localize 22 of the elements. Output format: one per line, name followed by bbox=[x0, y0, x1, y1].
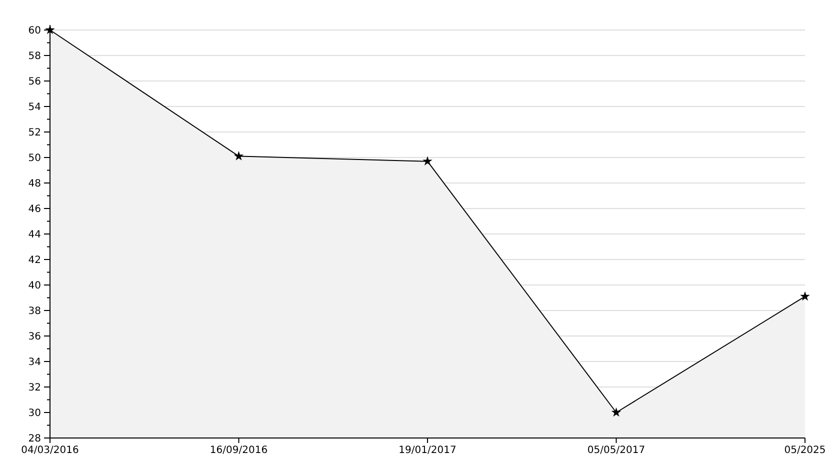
x-tick-label: 05/05/2017 bbox=[587, 445, 646, 456]
y-tick-label: 32 bbox=[28, 382, 41, 394]
y-tick-label: 60 bbox=[28, 26, 41, 36]
x-tick-label: 19/01/2017 bbox=[398, 445, 456, 456]
y-tick-label: 28 bbox=[28, 434, 41, 444]
x-tick-label: 16/09/2016 bbox=[210, 445, 268, 456]
y-tick-label: 52 bbox=[28, 128, 41, 138]
y-tick-label: 34 bbox=[28, 357, 41, 368]
y-tick-label: 36 bbox=[28, 332, 41, 342]
y-tick-label: 50 bbox=[28, 153, 41, 164]
y-tick-label: 40 bbox=[28, 280, 41, 292]
y-tick-label: 56 bbox=[28, 76, 41, 88]
y-tick-label: 30 bbox=[28, 408, 41, 419]
y-tick-label: 42 bbox=[28, 255, 41, 266]
y-tick-label: 54 bbox=[28, 102, 41, 113]
x-tick-label: 05/2025 bbox=[784, 445, 826, 456]
x-tick-label: 04/03/2016 bbox=[21, 445, 79, 456]
y-tick-label: 38 bbox=[28, 306, 41, 317]
y-tick-label: 58 bbox=[28, 51, 41, 62]
y-tick-label: 48 bbox=[28, 178, 41, 190]
y-tick-label: 46 bbox=[28, 204, 41, 215]
y-tick-label: 44 bbox=[28, 230, 41, 240]
